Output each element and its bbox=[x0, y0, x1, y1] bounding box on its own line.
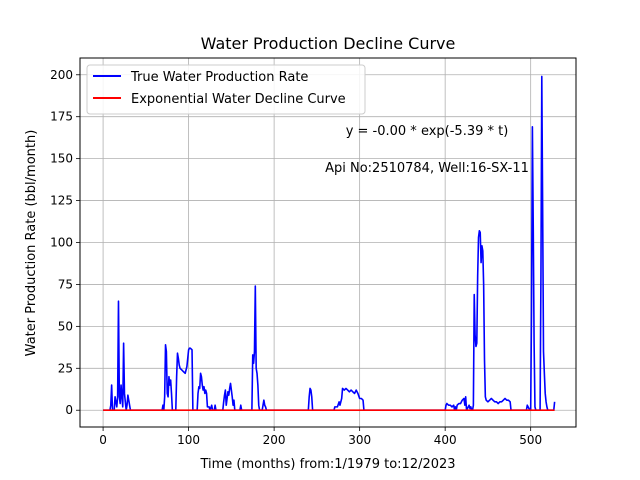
legend-box bbox=[86, 64, 366, 115]
x-tick-label: 200 bbox=[263, 433, 286, 447]
x-axis-label: Time (months) from:1/1979 to:12/2023 bbox=[199, 457, 455, 472]
y-tick-label: 200 bbox=[50, 68, 73, 82]
series-layer bbox=[103, 75, 556, 412]
x-tick-label: 500 bbox=[519, 433, 542, 447]
well-annotation: Api No:2510784, Well:16-SX-11 bbox=[325, 161, 529, 176]
y-tick-label: 175 bbox=[50, 110, 73, 124]
equation-annotation: y = -0.00 * exp(-5.39 * t) bbox=[346, 124, 509, 139]
x-tick-label: 300 bbox=[348, 433, 371, 447]
legend-label-true-rate: True Water Production Rate bbox=[130, 70, 308, 85]
x-tick-label: 0 bbox=[99, 433, 107, 447]
legend-label-exponential-curve: Exponential Water Decline Curve bbox=[131, 92, 346, 107]
y-tick-label: 25 bbox=[58, 361, 73, 375]
y-tick-label: 125 bbox=[50, 194, 73, 208]
y-axis-label: Water Production Rate (bbl/month) bbox=[24, 130, 39, 357]
legend: True Water Production Rate Exponential W… bbox=[86, 64, 366, 115]
y-tick-label: 100 bbox=[50, 236, 73, 250]
y-tick-label: 0 bbox=[65, 403, 73, 417]
y-tick-label: 75 bbox=[58, 277, 73, 291]
y-tick-label: 150 bbox=[50, 152, 73, 166]
x-tick-label: 400 bbox=[434, 433, 457, 447]
chart-title: Water Production Decline Curve bbox=[201, 34, 456, 53]
y-tick-label: 50 bbox=[58, 319, 73, 333]
x-tick-label: 100 bbox=[177, 433, 200, 447]
tick-layer: 0 100 200 300 400 500 0 25 50 75 100 125 150 175 200 bbox=[50, 68, 542, 447]
